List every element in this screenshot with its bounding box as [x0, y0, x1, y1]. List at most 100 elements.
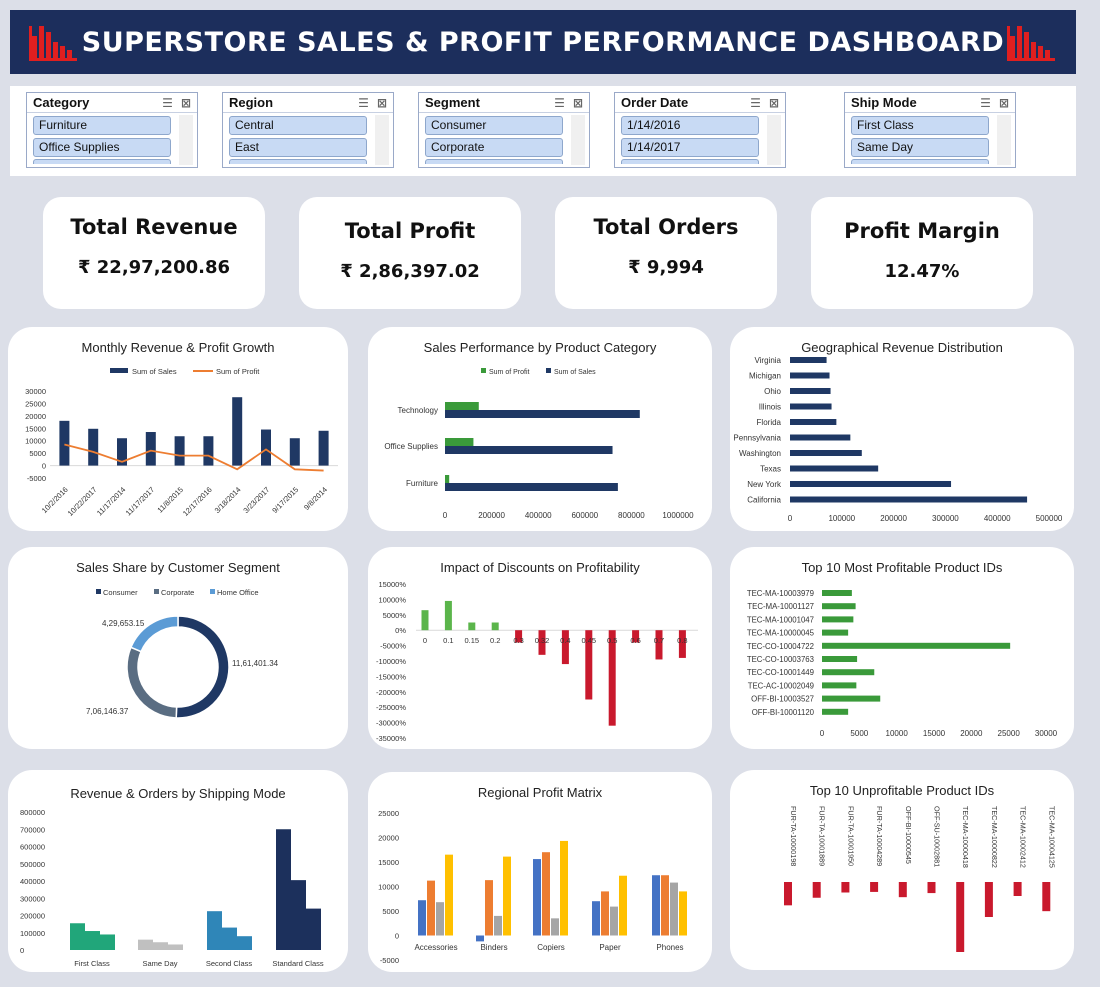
kpi-total-orders: Total Orders ₹ 9,994 [555, 197, 777, 309]
multi-select-icon[interactable]: ☰ [980, 96, 991, 110]
multi-select-icon[interactable]: ☰ [750, 96, 761, 110]
logo-bar [1031, 42, 1036, 58]
y-tick-label: 600000 [20, 843, 45, 852]
y-tick-label: 500000 [20, 860, 45, 869]
logo-bar [1010, 36, 1015, 58]
clear-filter-icon[interactable]: ⊠ [998, 96, 1009, 110]
donut-slice-home-office [129, 615, 179, 653]
logo-bar [39, 26, 44, 58]
x-tick-label: FUR-TA-10001950 [846, 806, 855, 866]
multi-select-icon[interactable]: ☰ [358, 96, 369, 110]
slicer-item[interactable]: East [229, 138, 367, 157]
y-tick-label: 10000% [378, 595, 406, 604]
slicer-item[interactable]: 1/14/2016 [621, 116, 759, 135]
slicer-item[interactable]: Office Supplies [33, 138, 171, 157]
chart-title: Top 10 Most Profitable Product IDs [801, 560, 1003, 575]
slicer-item-partial[interactable] [33, 159, 171, 164]
x-tick-label: 400000 [525, 511, 552, 520]
slicer-scrollbar[interactable] [375, 115, 389, 165]
bar-regional-profit [503, 856, 511, 936]
slicer-title: Order Date [621, 95, 689, 110]
legend-swatch-sales [546, 368, 551, 373]
x-tick-label: 20000 [960, 729, 983, 738]
x-tick-label: 9/17/2015 [270, 485, 300, 515]
line-sum-of-profit [64, 443, 324, 472]
legend-swatch [96, 589, 101, 594]
x-tick-label: 0.2 [490, 636, 500, 645]
slicer-item[interactable]: 1/14/2017 [621, 138, 759, 157]
slicer-scrollbar[interactable] [997, 115, 1011, 165]
bar-shipping-step [168, 944, 183, 950]
clear-filter-icon[interactable]: ⊠ [572, 96, 583, 110]
multi-select-icon[interactable]: ☰ [162, 96, 173, 110]
clear-filter-icon[interactable]: ⊠ [376, 96, 387, 110]
kpi-label: Profit Margin [844, 219, 1000, 243]
x-tick-label: 0 [443, 511, 448, 520]
slicer-scrollbar[interactable] [767, 115, 781, 165]
bar-product-loss [956, 882, 965, 952]
slicer-item-partial[interactable] [621, 159, 759, 164]
slicer-item-partial[interactable] [425, 159, 563, 164]
y-tick-label: TEC-MA-10003979 [747, 589, 814, 598]
chart-top-profitable: Top 10 Most Profitable Product IDs TEC-M… [730, 547, 1074, 749]
slicer-item[interactable]: Consumer [425, 116, 563, 135]
bar-state-revenue [790, 372, 830, 379]
bar-regional-profit [619, 875, 627, 936]
slicer-item[interactable]: Corporate [425, 138, 563, 157]
chart-product-category: Sales Performance by Product Category Te… [368, 327, 712, 531]
x-tick-label: 0.6 [630, 636, 640, 645]
discount-chart-svg: 15000% 10000% 5000% 0% -5000% -10000% -15000% -… [376, 580, 698, 743]
y-tick-label: TEC-MA-10000045 [747, 629, 815, 638]
x-tick-label: 15000 [923, 729, 946, 738]
slicer-scrollbar[interactable] [179, 115, 193, 165]
y-tick-label: -30000% [376, 719, 406, 728]
clear-filter-icon[interactable]: ⊠ [180, 96, 191, 110]
bar-regional-profit [533, 859, 541, 936]
bar-shipping-step [153, 942, 168, 950]
bar-shipping-step [207, 911, 222, 950]
slicer-item[interactable]: Furniture [33, 116, 171, 135]
y-tick-label: 0 [395, 932, 399, 941]
slicer-scrollbar[interactable] [571, 115, 585, 165]
filters-panel: Category ☰ ⊠ Furniture Office Supplies Region… [10, 86, 1076, 176]
bar-state-revenue [790, 496, 1028, 503]
y-tick-label: TEC-CO-10001449 [747, 668, 814, 677]
bar-sum-of-sales [88, 428, 99, 466]
x-tick-label: 25000 [998, 729, 1021, 738]
x-tick-label: TEC-MA-10002412 [1019, 806, 1028, 868]
x-tick-label: 0.15 [464, 636, 479, 645]
bar-sum-of-sales [289, 438, 300, 466]
chart-regional-profit: Regional Profit Matrix 25000 20000 15000 10… [368, 772, 712, 972]
kpi-profit-margin: Profit Margin 12.47% [811, 197, 1033, 309]
multi-select-icon[interactable]: ☰ [554, 96, 565, 110]
chart-customer-segment: Sales Share by Customer Segment 11,61,40… [8, 547, 348, 749]
bar-discount-profit [468, 622, 476, 631]
slicer-item[interactable]: Same Day [851, 138, 989, 157]
y-tick-label: TEC-MA-10001047 [747, 615, 814, 624]
x-tick-label: 100000 [828, 514, 855, 523]
bar-sum-of-sales [203, 436, 214, 466]
bar-sum-of-sales [318, 430, 329, 466]
bar-regional-profit [418, 900, 426, 936]
y-tick-label: Virginia [754, 356, 781, 365]
slicer-header: Category ☰ ⊠ [27, 93, 197, 113]
slicer-item[interactable]: First Class [851, 116, 989, 135]
bar-state-revenue [790, 465, 879, 472]
chart-discount-impact: Impact of Discounts on Profitability 150… [368, 547, 712, 749]
bar-product-loss [812, 882, 821, 898]
x-tick-label: TEC-MA-10000822 [990, 806, 999, 868]
bar-state-revenue [790, 419, 837, 425]
slicer-item-partial[interactable] [851, 159, 989, 164]
chart-title: Revenue & Orders by Shipping Mode [70, 786, 286, 801]
bar-product-loss [784, 882, 792, 906]
slicer-item-partial[interactable] [229, 159, 367, 164]
y-tick-label: 700000 [20, 825, 45, 834]
x-tick-label: 12/17/2016 [181, 485, 214, 518]
x-tick-label: 0.8 [677, 636, 687, 645]
x-tick-label: 10/2/2016 [40, 485, 70, 515]
x-tick-label: 0.4 [560, 636, 570, 645]
clear-filter-icon[interactable]: ⊠ [768, 96, 779, 110]
y-tick-label: 10000 [25, 437, 46, 446]
regional-chart-svg: 25000 20000 15000 10000 5000 0 -5000 Accessorie… [378, 809, 687, 965]
slicer-item[interactable]: Central [229, 116, 367, 135]
